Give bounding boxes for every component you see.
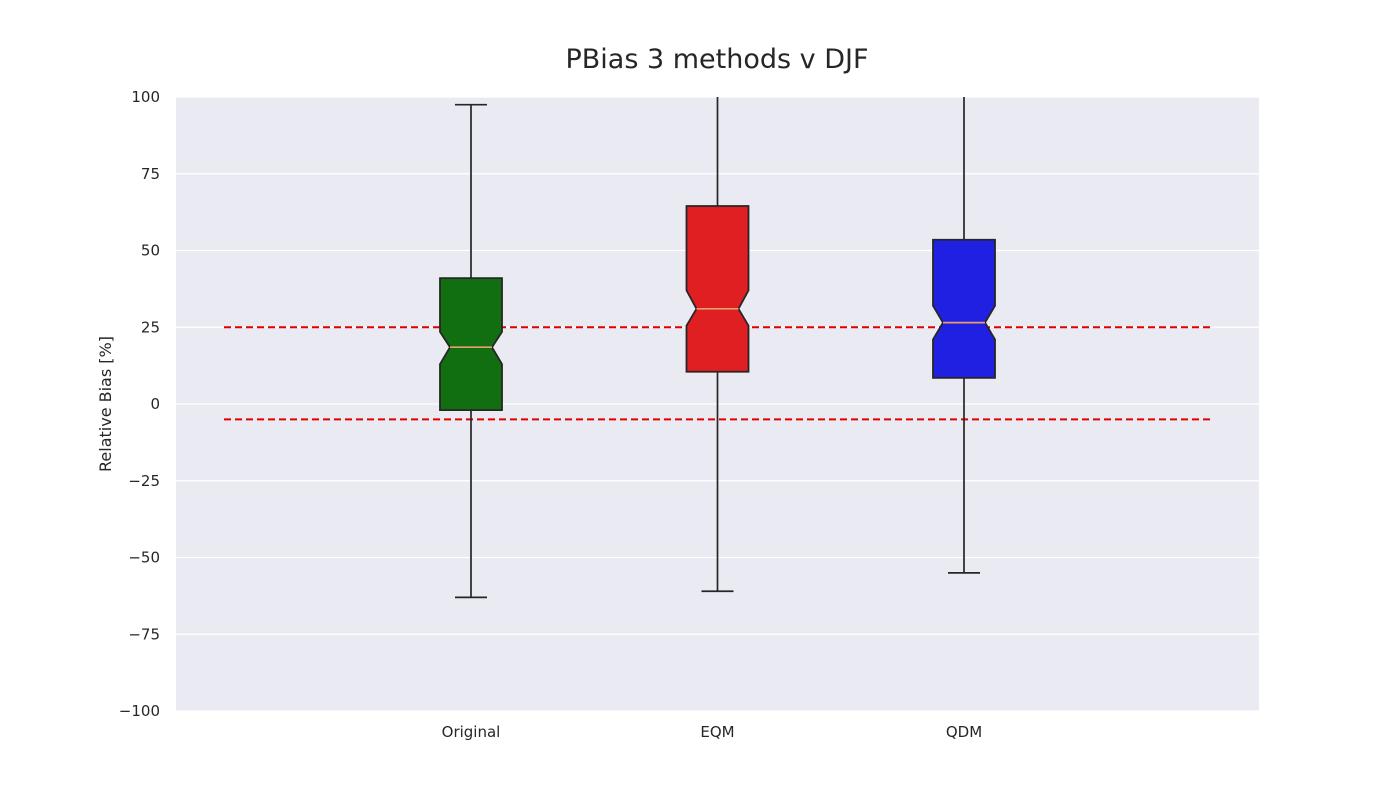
- y-tick-label: 100: [131, 88, 160, 106]
- chart-title: PBias 3 methods v DJF: [565, 44, 868, 75]
- x-axis-ticks: Original EQM QDM: [442, 723, 983, 741]
- x-tick-label: Original: [442, 723, 501, 741]
- box: [439, 277, 503, 412]
- boxplot-qdm: [932, 97, 996, 574]
- y-tick-label: −100: [119, 702, 160, 720]
- y-axis-ticks: 100 75 50 25 0 −25 −50 −75 −100: [119, 88, 160, 720]
- y-axis-label: Relative Bias [%]: [96, 336, 115, 472]
- boxplot-original: [439, 103, 503, 599]
- y-tick-label: −25: [128, 472, 160, 490]
- y-tick-label: 50: [141, 242, 160, 260]
- box: [932, 238, 996, 379]
- x-tick-label: EQM: [700, 723, 734, 741]
- box: [685, 205, 750, 373]
- y-tick-label: −75: [128, 625, 160, 643]
- y-tick-label: −50: [128, 549, 160, 567]
- y-tick-label: 75: [141, 165, 160, 183]
- y-tick-label: 25: [141, 318, 160, 336]
- boxplots: [439, 97, 996, 599]
- y-tick-label: 0: [150, 395, 160, 413]
- x-tick-label: QDM: [946, 723, 982, 741]
- boxplot-eqm: [685, 97, 750, 593]
